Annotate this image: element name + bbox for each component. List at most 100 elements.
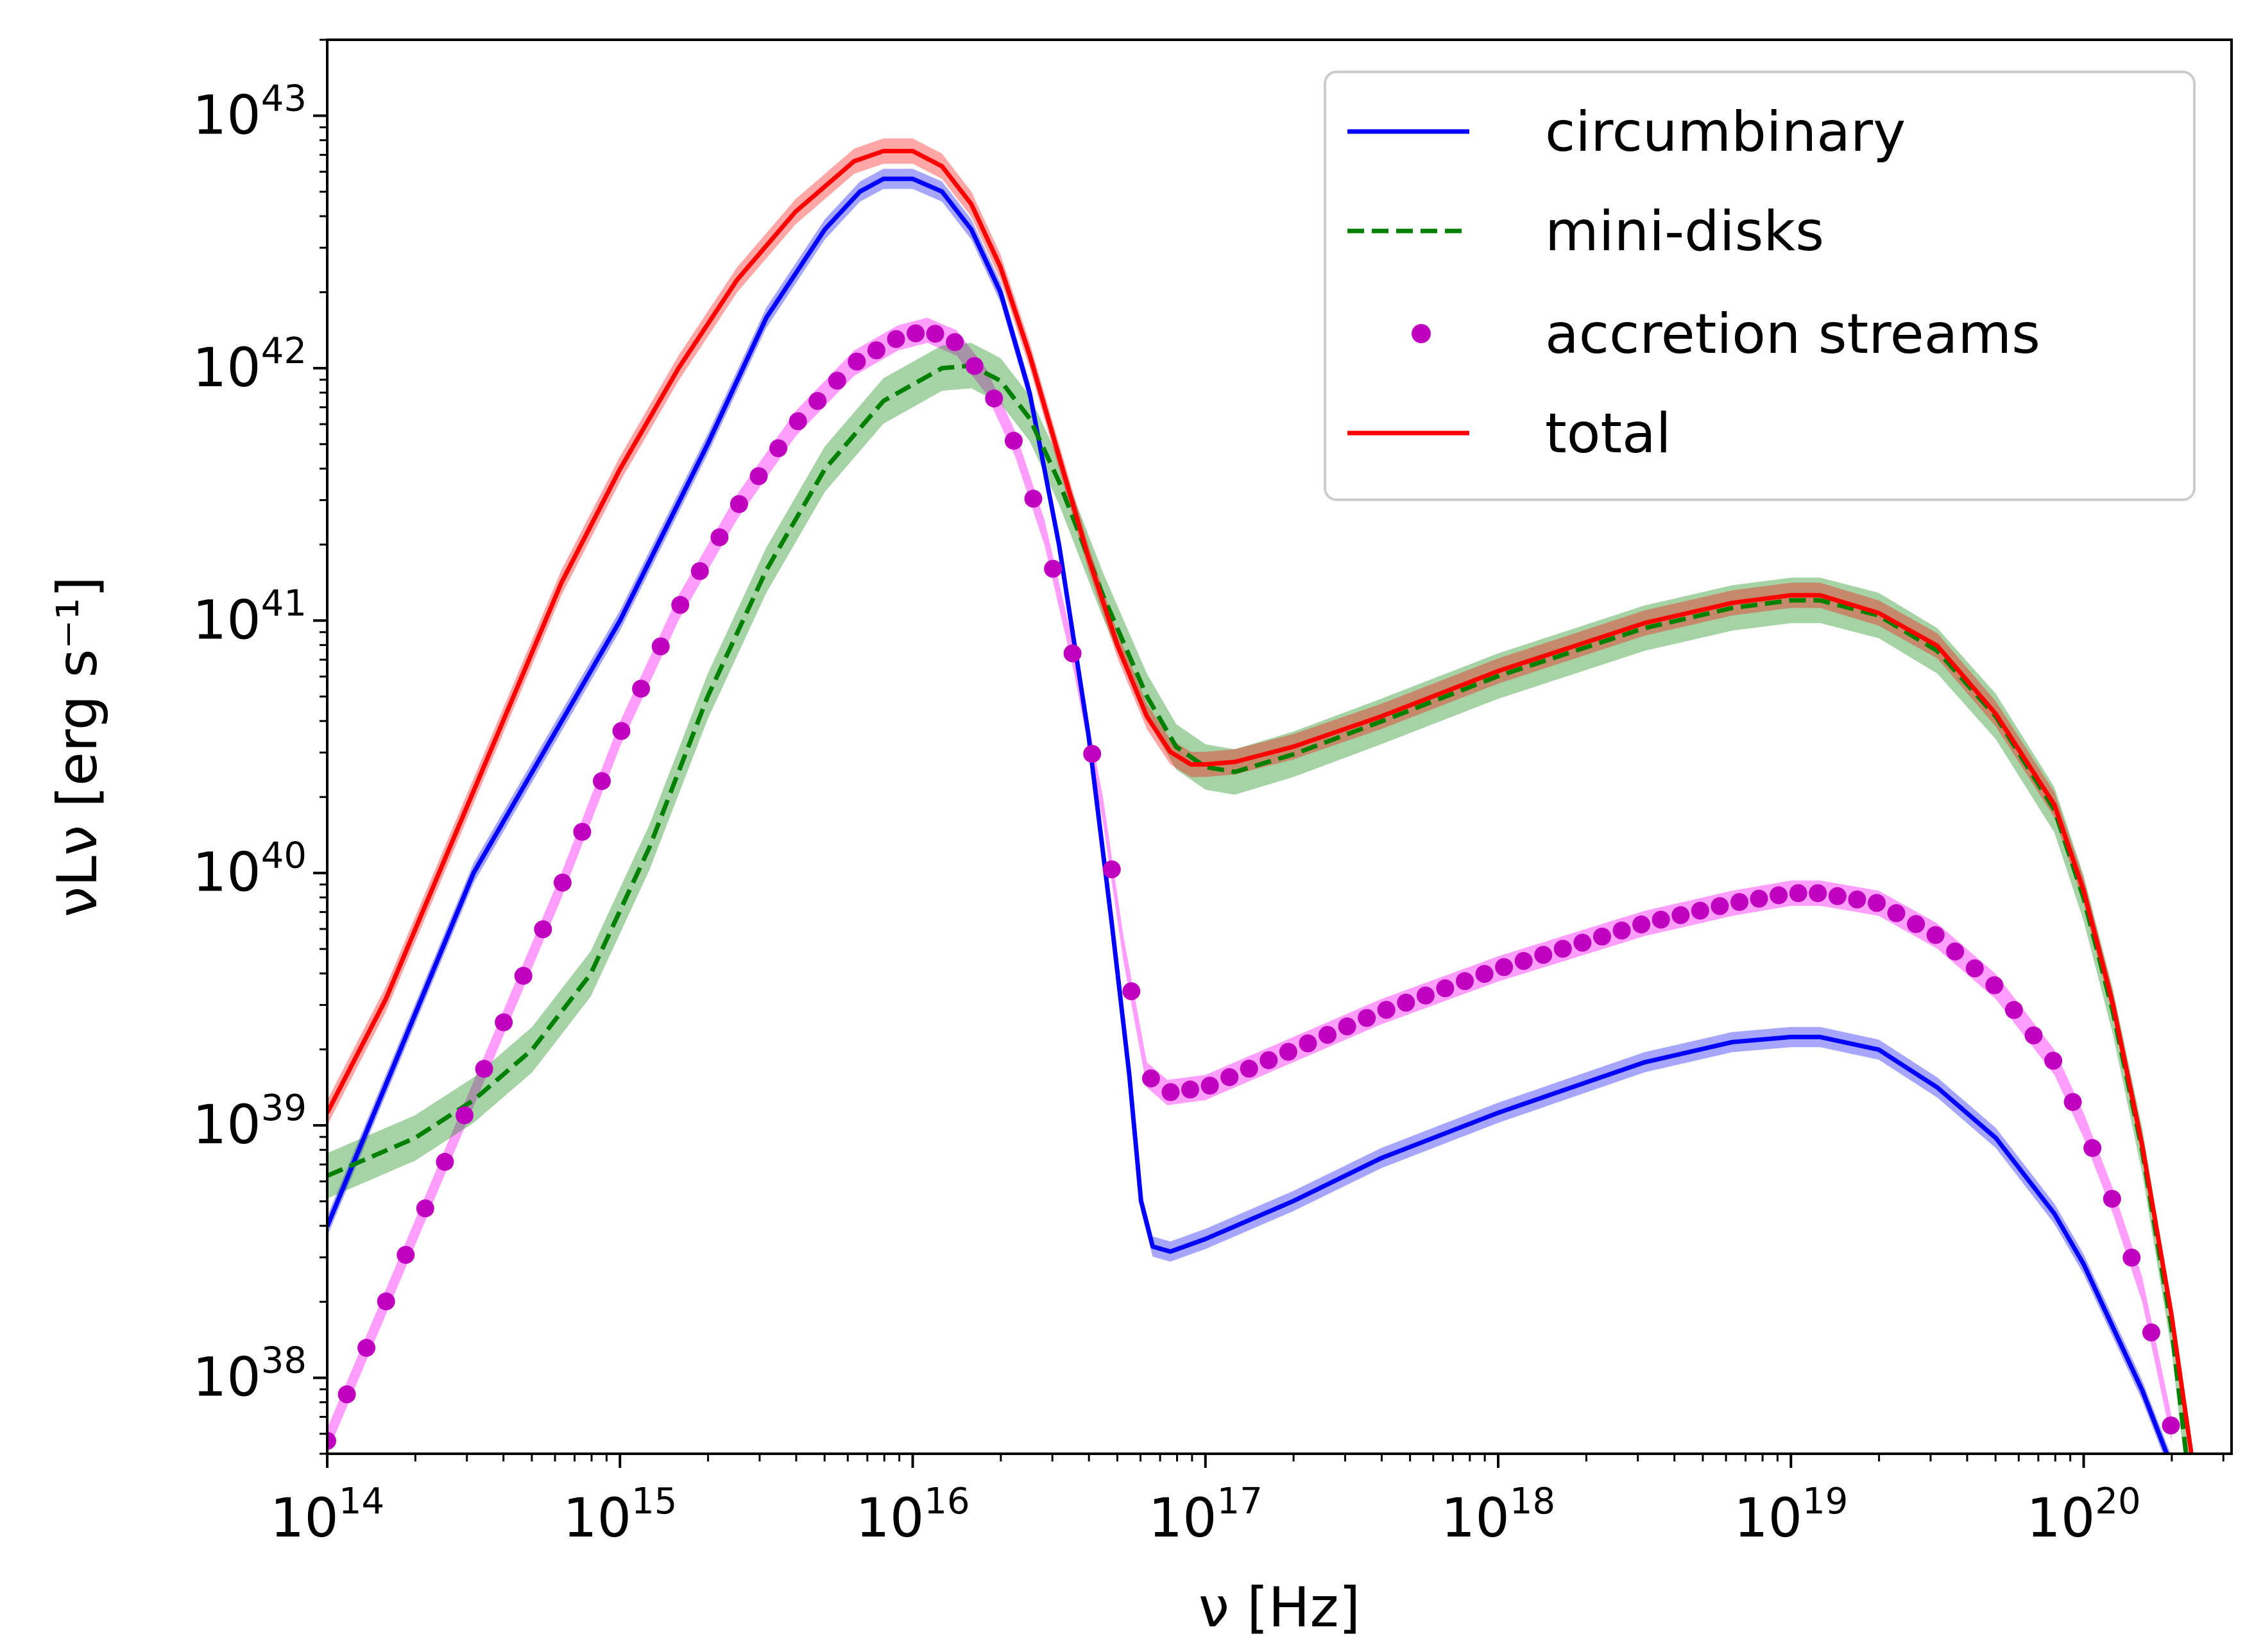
- marker-point: [1573, 933, 1592, 952]
- marker-point: [1358, 1009, 1376, 1027]
- marker-point: [867, 341, 885, 360]
- marker-point: [1044, 559, 1063, 578]
- marker-point: [1338, 1017, 1356, 1035]
- marker-point: [769, 439, 788, 457]
- marker-point: [1024, 490, 1043, 508]
- x-tick-label: 1015: [563, 1481, 677, 1549]
- x-tick-label: 1014: [270, 1481, 384, 1549]
- marker-point: [985, 389, 1003, 408]
- marker-point: [2142, 1323, 2160, 1341]
- x-tick-label: 1018: [1441, 1481, 1555, 1549]
- legend-label-total: total: [1545, 402, 1671, 466]
- marker-point: [632, 679, 651, 698]
- marker-point: [1161, 1083, 1180, 1102]
- marker-point: [1691, 901, 1709, 920]
- y-tick-label: 1041: [192, 583, 307, 651]
- marker-point: [377, 1292, 395, 1311]
- marker-point: [730, 495, 748, 513]
- y-tick-label: 1043: [192, 78, 307, 146]
- legend-box: [1324, 71, 2196, 501]
- marker-point: [397, 1246, 415, 1264]
- marker-point: [1397, 993, 1415, 1012]
- marker-point: [1240, 1059, 1258, 1078]
- marker-point: [2103, 1189, 2121, 1208]
- marker-point: [1200, 1077, 1219, 1095]
- marker-point: [1828, 887, 1847, 905]
- marker-point: [1004, 432, 1023, 450]
- x-tick-label: 1020: [2026, 1481, 2140, 1549]
- marker-point: [1377, 1001, 1396, 1019]
- y-tick-label: 1039: [192, 1087, 307, 1156]
- marker-point: [907, 324, 925, 343]
- marker-point: [1416, 986, 1435, 1005]
- marker-point: [1926, 926, 1945, 944]
- marker-point: [2063, 1093, 2082, 1111]
- marker-point: [1122, 982, 1141, 1001]
- marker-point: [946, 333, 964, 352]
- marker-point: [1730, 893, 1748, 911]
- marker-point: [1495, 958, 1514, 976]
- marker-point: [593, 772, 611, 790]
- marker-point: [1652, 910, 1670, 929]
- marker-point: [926, 325, 944, 343]
- marker-point: [2004, 1001, 2023, 1019]
- y-tick-label: 1038: [192, 1340, 307, 1409]
- marker-point: [416, 1199, 434, 1218]
- line-total: [327, 149, 2194, 1454]
- marker-point: [534, 920, 552, 939]
- y-axis-label: νLν [erg s⁻¹]: [46, 576, 110, 917]
- x-axis-label: ν [Hz]: [1199, 1576, 1360, 1640]
- marker-point: [1907, 915, 1925, 933]
- marker-point: [612, 722, 631, 740]
- y-tick-label: 1040: [192, 835, 307, 904]
- marker-point: [690, 562, 709, 581]
- marker-point: [789, 412, 807, 430]
- plot-frame: [326, 38, 2233, 1455]
- tick-labels: 1014 1015 1016 1017 1018 1019 1020 1038 1039 1040…: [192, 78, 2141, 1549]
- marker-point: [808, 392, 827, 410]
- marker-point: [1181, 1080, 1199, 1099]
- marker-point: [1534, 946, 1553, 964]
- marker-point: [2122, 1248, 2141, 1267]
- marker-point: [327, 1431, 336, 1450]
- marker-point: [965, 357, 984, 375]
- marker-point: [2024, 1026, 2043, 1044]
- marker-point: [848, 352, 866, 371]
- marker-point: [495, 1013, 513, 1032]
- marker-point: [1985, 976, 2004, 994]
- marker-point: [1259, 1051, 1278, 1069]
- marker-point: [710, 528, 729, 547]
- band-mini-disks: [327, 343, 2187, 1454]
- marker-point: [1083, 745, 1102, 763]
- line-circumbinary: [327, 176, 2169, 1454]
- marker-point: [1965, 959, 1984, 978]
- marker-point: [1299, 1034, 1317, 1053]
- marker-point: [1514, 951, 1533, 970]
- x-tick-label: 1016: [855, 1481, 969, 1549]
- marker-point: [514, 967, 533, 985]
- marker-point: [1141, 1069, 1160, 1087]
- marker-point: [1220, 1068, 1239, 1086]
- marker-point: [1671, 906, 1690, 924]
- series-lines: [327, 149, 2194, 1454]
- marker-point: [1809, 884, 1827, 903]
- marker-point: [2083, 1139, 2102, 1157]
- marker-point: [2162, 1416, 2180, 1435]
- marker-point: [1789, 884, 1807, 903]
- marker-point: [1612, 921, 1631, 940]
- marker-point: [553, 873, 572, 892]
- marker-point: [1848, 890, 1866, 909]
- marker-point: [828, 371, 846, 390]
- marker-point: [1553, 939, 1572, 958]
- line-mini-disks: [327, 363, 2189, 1454]
- marker-point: [436, 1153, 454, 1171]
- marker-point: [1632, 915, 1651, 933]
- marker-point: [456, 1106, 474, 1125]
- marker-point: [651, 637, 670, 656]
- y-tick-label: 1042: [192, 330, 307, 399]
- marker-point: [1319, 1026, 1336, 1044]
- marker-point: [671, 595, 690, 614]
- legend-handle-accretion-streams: [1412, 324, 1431, 343]
- marker-point: [1868, 894, 1886, 912]
